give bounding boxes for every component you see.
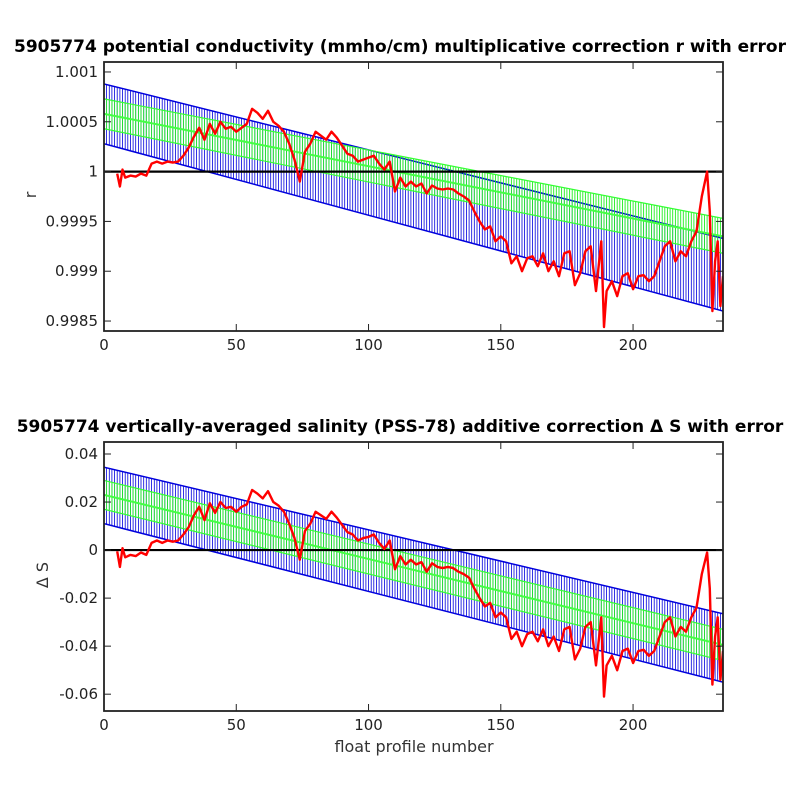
y-tick-label: 0.9985	[46, 312, 99, 330]
y-axis-label: Δ S	[33, 562, 52, 588]
y-tick-label: 1	[88, 163, 98, 181]
x-tick-label: 50	[227, 336, 246, 354]
conductivity-correction-panel: 5905774 potential conductivity (mmho/cm)…	[14, 37, 787, 354]
y-axis-label: r	[21, 191, 40, 198]
y-tick-label: 0.02	[65, 493, 98, 511]
sigma-envelope-lower	[104, 508, 723, 662]
y-tick-label: -0.02	[59, 589, 98, 607]
error-envelope-upper	[104, 466, 723, 615]
y-tick-label: -0.06	[59, 685, 98, 703]
plot-area	[104, 83, 723, 329]
y-tick-label: 0.999	[55, 262, 98, 280]
x-tick-label: 200	[619, 716, 648, 734]
y-tick-label: 1.001	[55, 63, 98, 81]
axes-frame	[103, 441, 724, 712]
x-tick-label: 200	[619, 336, 648, 354]
fit-line	[104, 493, 723, 646]
y-tick-label: 0	[88, 541, 98, 559]
x-tick-label: 0	[99, 336, 109, 354]
x-tick-label: 150	[486, 716, 515, 734]
sigma-envelope-upper	[104, 479, 723, 630]
chart-title: 5905774 vertically-averaged salinity (PS…	[17, 417, 784, 437]
plot-area	[104, 466, 723, 698]
y-tick-label: 1.0005	[46, 113, 99, 131]
x-tick-label: 150	[486, 336, 515, 354]
sigma-envelope-lower	[104, 128, 723, 254]
sigma-envelope-upper	[104, 98, 723, 220]
series-line	[116, 107, 723, 329]
y-tick-label: 0.04	[65, 445, 98, 463]
chart-title: 5905774 potential conductivity (mmho/cm)…	[14, 37, 787, 57]
x-tick-label: 0	[99, 716, 109, 734]
x-axis-label: float profile number	[334, 737, 494, 756]
series-line	[116, 488, 723, 698]
x-tick-label: 100	[354, 336, 383, 354]
x-tick-label: 100	[354, 716, 383, 734]
axes-frame	[103, 61, 724, 332]
y-tick-label: 0.9995	[46, 212, 99, 230]
salinity-correction-panel: 5905774 vertically-averaged salinity (PS…	[17, 417, 784, 756]
y-tick-label: -0.04	[59, 637, 98, 655]
x-tick-label: 50	[227, 716, 246, 734]
